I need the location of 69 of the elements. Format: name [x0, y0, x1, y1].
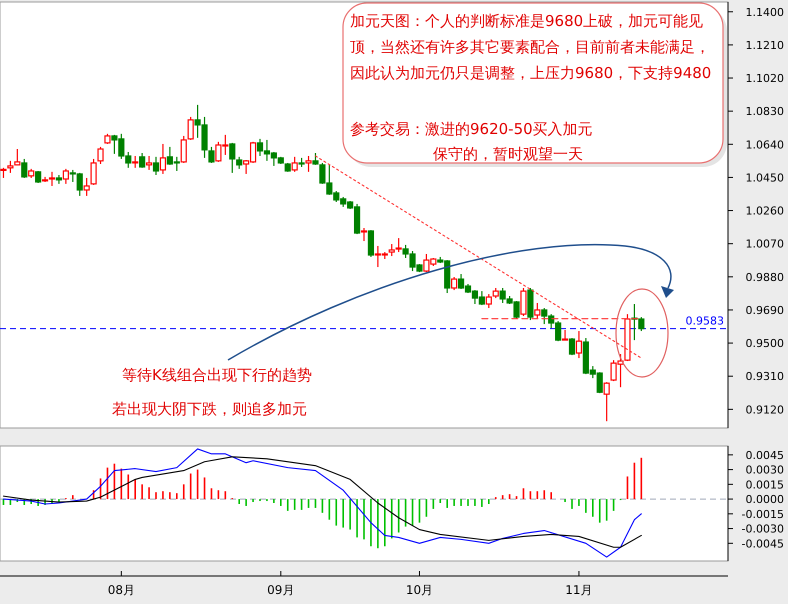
candlestick — [486, 293, 492, 309]
y-tick-label: 0.0000 — [746, 493, 784, 506]
y-tick-label: 1.0830 — [746, 105, 784, 118]
y-tick-label: 0.9310 — [746, 370, 784, 384]
candlestick — [451, 276, 458, 291]
y-tick-label: -0.0030 — [742, 522, 784, 536]
candlestick — [21, 158, 28, 179]
annotation: 加元天图：个人的判断标准是9680上破，加元可能见顶，当然还有许多其它要素配合，目前前者未能满足，因此认为加元仍只是调整，上压力9680，下支持9480 — [350, 11, 712, 84]
candlestick — [7, 160, 14, 174]
candlestick — [292, 156, 298, 172]
y-tick-label: -0.0045 — [742, 537, 784, 550]
y-tick-label: 1.1020 — [746, 72, 784, 86]
y-tick-label: 0.0030 — [746, 464, 784, 477]
y-tick-label: 1.0640 — [746, 138, 784, 152]
y-tick-label: 0.0015 — [746, 478, 784, 492]
candlestick — [236, 156, 242, 170]
candlestick — [229, 142, 236, 174]
y-tick-label: 1.0070 — [746, 238, 784, 251]
candlestick — [520, 287, 527, 317]
annotation: 保守的，暂时观望一天 — [433, 144, 584, 165]
line-series — [2, 456, 642, 548]
x-tick-label: 09月 — [267, 583, 294, 597]
y-tick-label: -0.0015 — [742, 508, 784, 521]
candlestick — [62, 168, 69, 184]
x-tick-label: 11月 — [565, 583, 593, 597]
candlestick — [208, 146, 215, 164]
candlestick — [104, 133, 111, 145]
candlestick — [534, 302, 540, 319]
candlestick — [139, 152, 146, 168]
candlestick — [84, 177, 90, 197]
ref-line-label: 0.9583 — [686, 314, 724, 328]
y-tick-label: 0.9120 — [746, 403, 784, 416]
candlestick — [14, 148, 20, 166]
annotation: 参考交易：激进的9620-50买入加元 — [350, 119, 594, 140]
x-tick-label: 08月 — [108, 583, 135, 597]
candlestick — [152, 156, 160, 176]
candlestick — [97, 146, 104, 165]
candlestick — [188, 116, 194, 141]
candlestick — [396, 238, 402, 253]
candlestick — [312, 152, 319, 166]
y-tick-label: 0.9690 — [746, 304, 784, 317]
candlestick — [568, 337, 576, 356]
y-tick-label: 1.1210 — [746, 38, 784, 52]
candlestick — [604, 382, 610, 422]
candlestick — [132, 155, 138, 168]
candlestick — [562, 329, 568, 341]
candlestick — [48, 171, 56, 187]
y-tick-label: 1.1400 — [746, 6, 784, 19]
candlestick — [180, 135, 187, 164]
y-tick-label: 1.0450 — [746, 171, 784, 184]
candlestick — [35, 170, 42, 184]
annotation: 等待K线组合出现下行的趋势 — [122, 365, 313, 386]
candlestick — [360, 227, 368, 242]
y-tick-label: 0.9500 — [746, 337, 784, 350]
candlestick — [28, 168, 34, 179]
candlestick — [305, 155, 312, 172]
x-tick-label: 10月 — [406, 583, 434, 597]
y-tick-label: 1.0260 — [746, 204, 784, 218]
candlestick — [160, 143, 166, 175]
candlestick — [388, 243, 395, 257]
candlestick — [492, 287, 499, 299]
line-series — [2, 448, 642, 558]
annotation: 若出现大阴下跌，则追多加元 — [112, 399, 308, 420]
candlestick — [146, 155, 152, 171]
y-tick-label: 0.0045 — [746, 448, 784, 462]
candlestick — [90, 158, 97, 186]
candlestick — [298, 157, 305, 168]
y-tick-label: 0.9880 — [746, 270, 784, 284]
candlestick — [576, 330, 582, 359]
